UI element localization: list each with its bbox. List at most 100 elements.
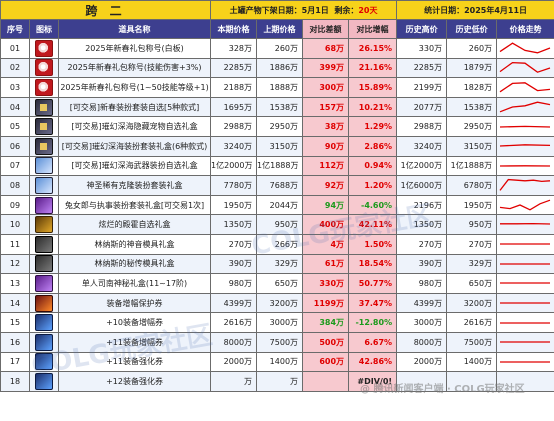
row-current-price: 1350万 bbox=[210, 214, 258, 235]
row-item-name: 2025年新春礼包称号(技能伤害+3%) bbox=[57, 57, 212, 79]
row-current-price: 2616万 bbox=[210, 312, 258, 333]
row-trend bbox=[496, 57, 554, 79]
row-high: 1350万 bbox=[396, 214, 448, 235]
row-diff: 300万 bbox=[302, 77, 350, 98]
row-no: 11 bbox=[0, 233, 30, 255]
table-row: 01 2025年新春礼包称号(白板) 328万 260万 68万 26.15% 330万 26… bbox=[0, 38, 554, 59]
row-previous-price: 3150万 bbox=[256, 135, 304, 157]
row-pct: #DIV/0! bbox=[348, 371, 398, 392]
row-diff: 94万 bbox=[302, 194, 350, 216]
row-low: 2616万 bbox=[446, 312, 498, 333]
table-row: 14 装备增幅保护券 4399万 3200万 1199万 37.47% 4399万 3200万 bbox=[0, 292, 554, 314]
trend-sparkline bbox=[500, 199, 551, 211]
row-no: 18 bbox=[0, 371, 30, 392]
row-previous-price: 260万 bbox=[256, 38, 304, 59]
row-previous-price: 1888万 bbox=[256, 77, 304, 98]
row-trend bbox=[496, 194, 554, 216]
blue-icon bbox=[35, 314, 53, 332]
row-diff: 399万 bbox=[302, 57, 350, 79]
row-pct: 1.29% bbox=[348, 116, 398, 137]
row-no: 03 bbox=[0, 77, 30, 98]
dark-box-icon bbox=[35, 98, 53, 116]
trend-sparkline bbox=[500, 222, 551, 225]
row-diff: 157万 bbox=[302, 96, 350, 118]
row-trend bbox=[496, 135, 554, 157]
row-low: 650万 bbox=[446, 273, 498, 294]
row-high: 3000万 bbox=[396, 312, 448, 333]
row-pct: 10.21% bbox=[348, 96, 398, 118]
trend-sparkline bbox=[500, 144, 551, 147]
row-trend bbox=[496, 292, 554, 314]
trend-sparkline bbox=[500, 341, 551, 343]
row-high: 270万 bbox=[396, 233, 448, 255]
row-icon-cell bbox=[29, 292, 59, 314]
table-row: 10 炫烂的殿霍自选礼盒 1350万 950万 400万 42.11% 1350万 950万 bbox=[0, 214, 554, 235]
table-row: 16 +11装备增幅券 8000万 7500万 500万 6.67% 8000万 7500万 bbox=[0, 331, 554, 353]
row-no: 17 bbox=[0, 351, 30, 373]
row-low: 260万 bbox=[446, 38, 498, 59]
trend-sparkline bbox=[500, 361, 551, 363]
row-previous-price: 1886万 bbox=[256, 57, 304, 79]
blue-icon bbox=[35, 353, 53, 371]
row-current-price: 万 bbox=[210, 371, 258, 392]
row-item-name: 炫烂的殿霍自选礼盒 bbox=[57, 214, 212, 235]
row-low: 2950万 bbox=[446, 116, 498, 137]
row-diff: 61万 bbox=[302, 253, 350, 275]
row-high: 2000万 bbox=[396, 351, 448, 373]
row-item-name: 林纳斯的神音模具礼盒 bbox=[57, 233, 212, 255]
row-current-price: 390万 bbox=[210, 253, 258, 275]
row-icon-cell bbox=[29, 175, 59, 196]
trend-line bbox=[499, 82, 551, 93]
row-diff: 90万 bbox=[302, 135, 350, 157]
table-row: 04 [可交易]新春装扮套装自选[5种款式] 1695万 1538万 157万 10.21… bbox=[0, 96, 554, 118]
red-egg-icon bbox=[35, 59, 53, 77]
row-trend bbox=[496, 233, 554, 255]
trend-line bbox=[500, 199, 551, 211]
row-no: 01 bbox=[0, 38, 30, 59]
row-high: 2199万 bbox=[396, 77, 448, 98]
row-trend bbox=[496, 175, 554, 196]
row-high: 2988万 bbox=[396, 116, 448, 137]
col-diff: 对比差额 bbox=[302, 19, 350, 39]
row-previous-price: 1亿1888万 bbox=[256, 155, 304, 177]
row-trend bbox=[496, 77, 554, 98]
row-previous-price: 7500万 bbox=[256, 331, 304, 353]
col-high: 历史高价 bbox=[396, 19, 448, 39]
row-previous-price: 7688万 bbox=[256, 175, 304, 196]
row-icon-cell bbox=[29, 253, 59, 275]
row-previous-price: 万 bbox=[256, 371, 304, 392]
row-pct: 42.86% bbox=[348, 351, 398, 373]
row-low: 6780万 bbox=[446, 175, 498, 196]
row-current-price: 270万 bbox=[210, 233, 258, 255]
row-high: 2196万 bbox=[396, 194, 448, 216]
row-no: 15 bbox=[0, 312, 30, 333]
row-icon-cell bbox=[29, 135, 59, 157]
row-icon-cell bbox=[29, 116, 59, 137]
row-item-name: +10装备增幅券 bbox=[57, 312, 212, 333]
table-row: 11 林纳斯的神音模具礼盒 270万 266万 4万 1.50% 270万 270万 bbox=[0, 233, 554, 255]
stat-label: 统计日期： bbox=[424, 5, 465, 15]
row-pct: 1.50% bbox=[348, 233, 398, 255]
offline-date: 5月1日 bbox=[301, 5, 329, 15]
trend-sparkline bbox=[500, 321, 551, 324]
dark-icon bbox=[35, 235, 53, 253]
row-item-name: 2025年新春礼包称号(1~50技能等级+1) bbox=[57, 77, 212, 98]
row-previous-price: 2044万 bbox=[256, 194, 304, 216]
trend-sparkline bbox=[500, 302, 551, 304]
row-diff: 330万 bbox=[302, 273, 350, 294]
row-high: 330万 bbox=[396, 38, 448, 59]
row-current-price: 8000万 bbox=[210, 331, 258, 353]
row-high: 4399万 bbox=[396, 292, 448, 314]
row-low: 1879万 bbox=[446, 57, 498, 79]
row-icon-cell bbox=[29, 351, 59, 373]
table-row: 09 兔女郎与执事装扮套装礼盒[可交易1次] 1950万 2044万 94万 -4.60%… bbox=[0, 194, 554, 216]
table-row: 15 +10装备增幅券 2616万 3000万 384万 -12.80% 3000万 2616… bbox=[0, 312, 554, 333]
row-diff: 38万 bbox=[302, 116, 350, 137]
price-table: 跨 二 土罐产物下架日期：5月1日 剩余：20天 统计日期：2025年4月11日… bbox=[0, 0, 554, 392]
table-row: 07 [可交易]璀幻深海武器装扮自选礼盒 1亿2000万 1亿1888万 112万 0.9… bbox=[0, 155, 554, 177]
row-item-name: [可交易]璀幻深海武器装扮自选礼盒 bbox=[57, 155, 212, 177]
col-name: 道具名称 bbox=[57, 19, 212, 39]
row-no: 02 bbox=[0, 57, 30, 79]
row-high: 8000万 bbox=[396, 331, 448, 353]
row-item-name: +11装备增幅券 bbox=[57, 331, 212, 353]
